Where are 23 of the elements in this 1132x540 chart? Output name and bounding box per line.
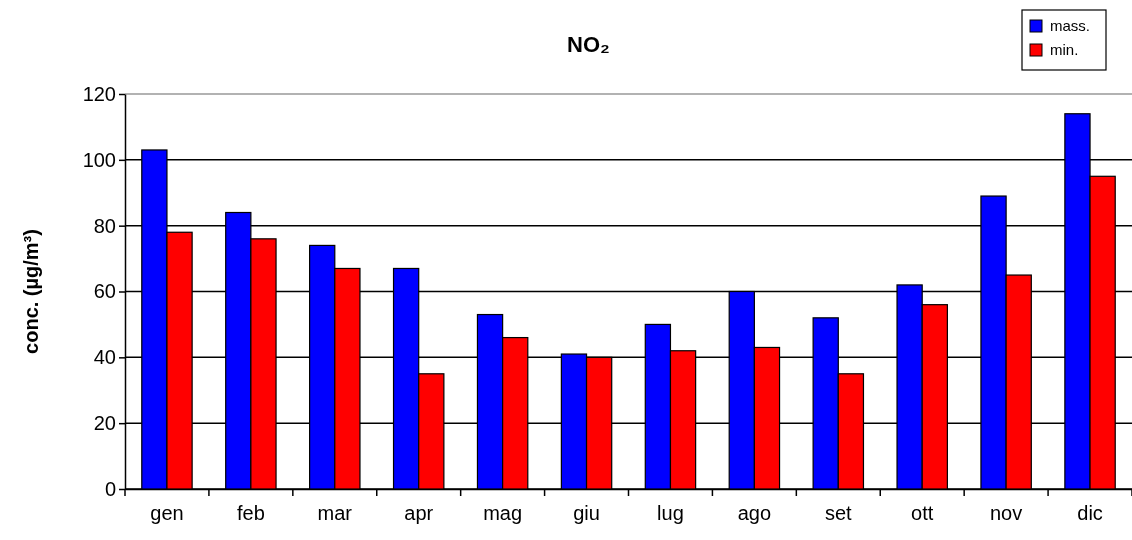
x-tick-label: mar [317, 502, 353, 524]
x-tick-label: feb [236, 502, 265, 524]
y-tick-label: 40 [93, 346, 116, 369]
y-tick-label: 100 [82, 148, 116, 171]
y-tick-label: 80 [93, 214, 116, 237]
legend-label: min. [1050, 41, 1079, 58]
chart-title: NO₂ [567, 32, 610, 57]
y-tick-label: 60 [93, 280, 116, 303]
x-tick-label: nov [990, 502, 1023, 524]
x-tick-label: set [824, 502, 853, 524]
x-tick-label: dic [1077, 502, 1103, 524]
x-tick-label: ott [911, 502, 934, 524]
x-tick-label: ago [737, 502, 772, 524]
x-tick-label: mag [483, 502, 523, 524]
x-tick-label: apr [404, 502, 434, 524]
x-tick-label: lug [657, 502, 684, 524]
x-tick-label: giu [573, 502, 600, 524]
y-tick-label: 120 [82, 82, 116, 105]
y-axis-title: conc. (µg/m³) [20, 229, 42, 354]
legend-label: mass. [1050, 17, 1091, 34]
x-tick-label: gen [150, 502, 184, 524]
y-tick-label: 0 [104, 477, 116, 500]
y-tick-label: 20 [93, 412, 116, 435]
